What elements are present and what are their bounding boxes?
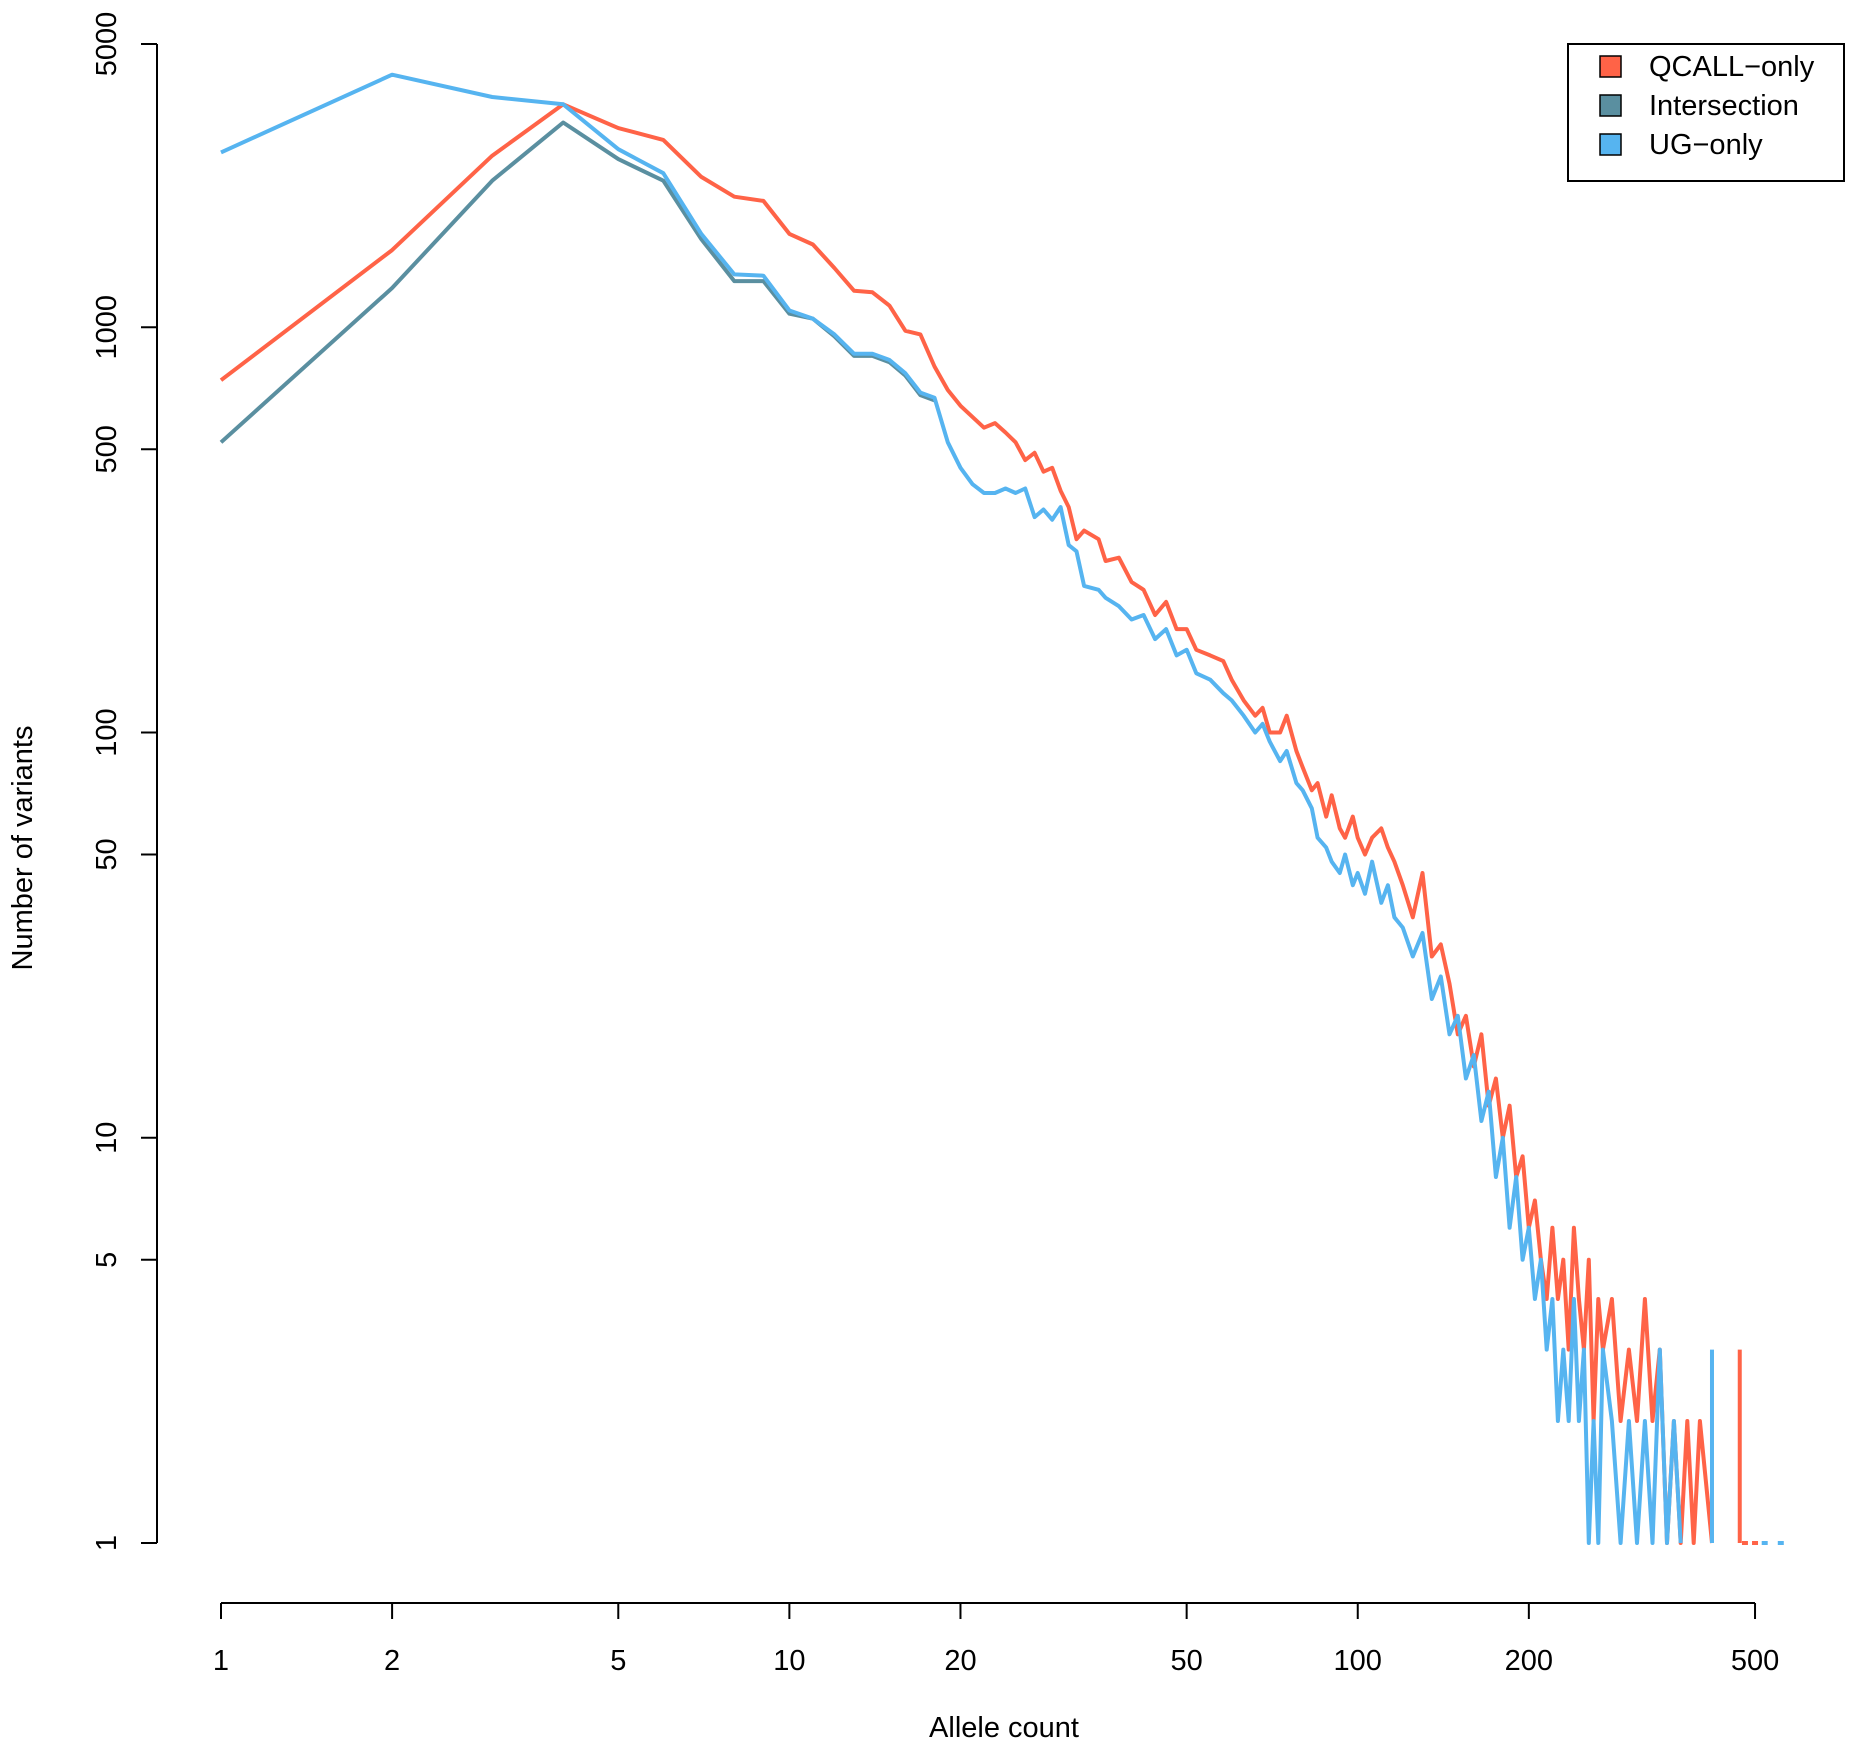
- series-line-qcall-only: [219, 102, 1714, 1545]
- y-tick-label: 100: [91, 708, 123, 756]
- x-tick-label: 1: [213, 1645, 229, 1677]
- y-axis-title: Number of variants: [7, 726, 39, 971]
- legend-label-intersection: Intersection: [1649, 90, 1799, 122]
- series-line-intersection: [219, 120, 936, 444]
- x-axis: 1 2 5 10 20 50 100 200 500: [213, 1602, 1779, 1677]
- y-tick-label: 50: [91, 838, 123, 870]
- series-line-ug-only: [220, 72, 1683, 1545]
- y-tick-label: 5000: [91, 12, 123, 77]
- series-layer: [219, 72, 1784, 1545]
- x-tick-label: 20: [944, 1645, 976, 1677]
- x-tick-label: 100: [1334, 1645, 1382, 1677]
- legend-label-ug-only: UG−only: [1649, 129, 1763, 161]
- y-tick-label: 1: [91, 1535, 123, 1551]
- x-tick-label: 10: [773, 1645, 805, 1677]
- x-tick-label: 200: [1505, 1645, 1553, 1677]
- y-axis: 1 5 10 50 100 500 1000 5000: [91, 12, 158, 1551]
- legend-label-qcall-only: QCALL−only: [1649, 51, 1815, 83]
- legend-swatch-qcall-only: [1599, 55, 1622, 78]
- legend: QCALL−only Intersection UG−only: [1567, 43, 1845, 182]
- y-tick-label: 500: [91, 425, 123, 473]
- x-tick-label: 500: [1731, 1645, 1779, 1677]
- x-tick-label: 5: [610, 1645, 626, 1677]
- y-tick-label: 1000: [91, 295, 123, 360]
- x-tick-label: 50: [1171, 1645, 1203, 1677]
- y-tick-label: 5: [91, 1252, 123, 1268]
- legend-swatch-intersection: [1599, 94, 1622, 117]
- x-axis-title: Allele count: [929, 1712, 1079, 1744]
- x-tick-label: 2: [384, 1645, 400, 1677]
- y-tick-label: 10: [91, 1122, 123, 1154]
- legend-swatch-ug-only: [1599, 133, 1622, 156]
